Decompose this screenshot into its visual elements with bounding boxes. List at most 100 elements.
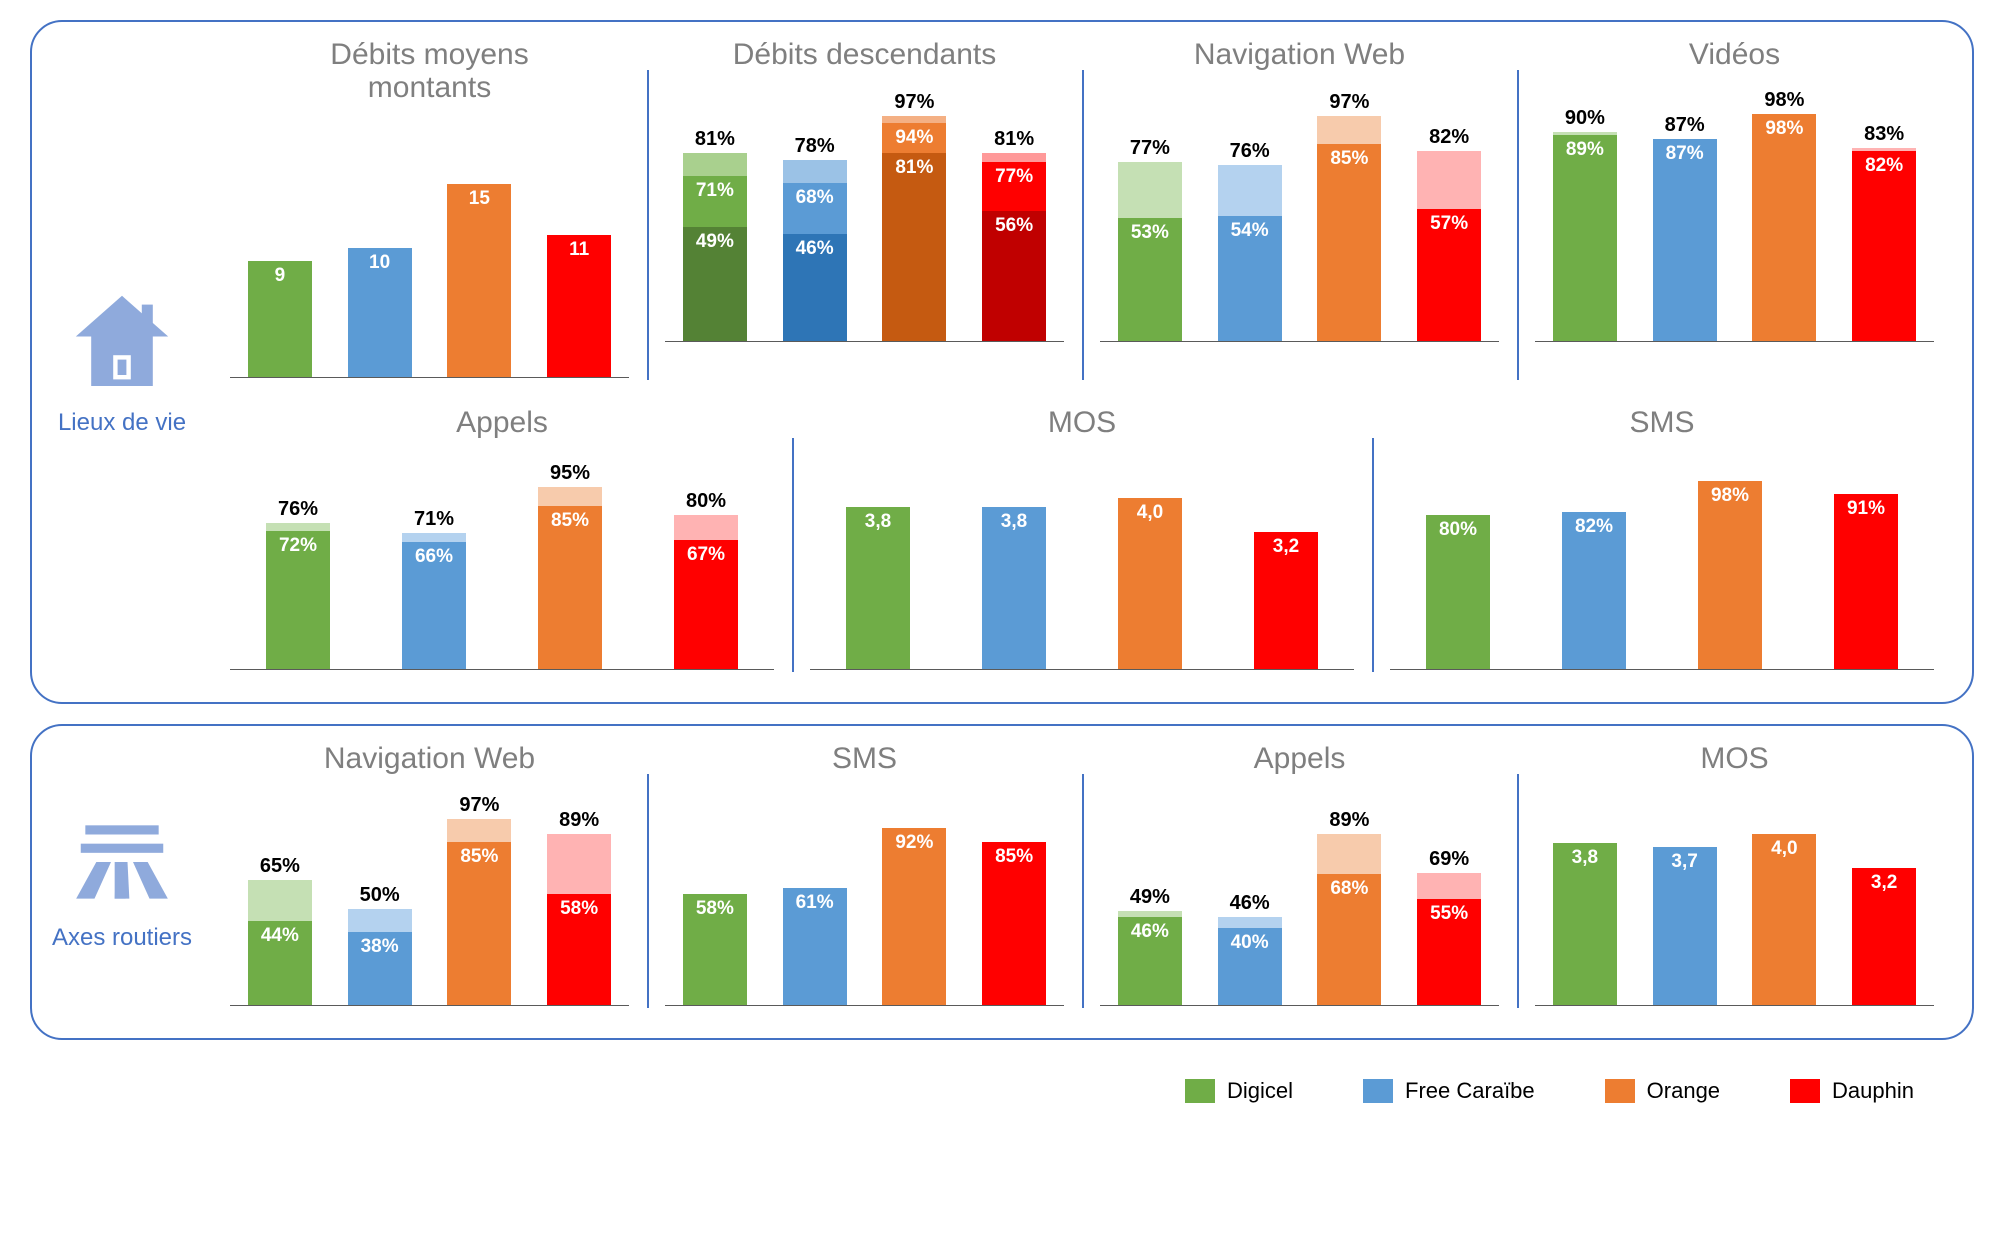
- panel-icon-area: Axes routiers: [32, 736, 212, 1028]
- bar-label: 46%: [1118, 921, 1182, 943]
- chart-bars: 90% 89% 87% 87% 98%: [1535, 82, 1934, 342]
- bar-top-label: 83%: [1864, 123, 1904, 146]
- chart-cell: Navigation Web 77% 53% 76% 54%: [1082, 32, 1517, 400]
- chart-bars: 3,8 3,7 4,0 3,2: [1535, 786, 1934, 1006]
- bar-orange: 95% 85%: [502, 450, 638, 669]
- bar-label: 53%: [1118, 222, 1182, 244]
- bar-top-label: 90%: [1565, 107, 1605, 130]
- bar-top-label: 97%: [459, 794, 499, 817]
- bar-label: 85%: [538, 510, 602, 532]
- bar-dauphin: 80% 67%: [638, 450, 774, 669]
- bar-label: 15: [447, 188, 511, 210]
- bar-digicel: 80%: [1390, 450, 1526, 669]
- bar-top-label: 49%: [1130, 886, 1170, 909]
- bar-top-label: 69%: [1429, 848, 1469, 871]
- bar-orange: 97% 85%: [430, 786, 530, 1005]
- bar-label: 81%: [882, 157, 946, 179]
- legend-swatch: [1605, 1079, 1635, 1103]
- bar-digicel: 58%: [665, 786, 765, 1005]
- bar-top-label: 80%: [686, 490, 726, 513]
- chart-title: Débits descendants: [665, 38, 1064, 72]
- legend-label: Free Caraïbe: [1405, 1078, 1535, 1104]
- bar-label: 55%: [1417, 903, 1481, 925]
- bar-top-label: 82%: [1429, 126, 1469, 149]
- bar-label: 77%: [982, 166, 1046, 188]
- bar-free: 46% 40%: [1200, 786, 1300, 1005]
- bar-digicel: 81% 71% 49%: [665, 82, 765, 341]
- chart-cell: Débits descendants 81% 71% 49% 78%: [647, 32, 1082, 400]
- bar-dauphin: 3,2: [1218, 450, 1354, 669]
- bar-free: 78% 68% 46%: [765, 82, 865, 341]
- panel-caption: Lieux de vie: [58, 409, 186, 438]
- chart-cell: SMS 58% 61% 92% 85%: [647, 736, 1082, 1028]
- bar-orange: 15: [430, 118, 530, 377]
- bar-top-label: 89%: [559, 809, 599, 832]
- chart-cell: MOS 3,8 3,8 4,0 3,2: [792, 400, 1372, 692]
- bar-label: 3,2: [1852, 872, 1916, 894]
- bar-label: 49%: [683, 231, 747, 253]
- bar-label: 56%: [982, 215, 1046, 237]
- bar-free: 87% 87%: [1635, 82, 1735, 341]
- bar-dauphin: 11: [529, 118, 629, 377]
- legend-label: Orange: [1647, 1078, 1720, 1104]
- bar-free: 10: [330, 118, 430, 377]
- bar-digicel: 76% 72%: [230, 450, 366, 669]
- bar-label: 92%: [882, 832, 946, 854]
- bar-top-label: 81%: [695, 128, 735, 151]
- chart-title: SMS: [1390, 406, 1934, 440]
- bar-label: 54%: [1218, 220, 1282, 242]
- bar-label: 85%: [447, 846, 511, 868]
- panel-icon-area: Lieux de vie: [32, 32, 212, 692]
- chart-cell: SMS 80% 82% 98% 91%: [1372, 400, 1952, 692]
- bar-label: 40%: [1218, 932, 1282, 954]
- legend-item-dauphin: Dauphin: [1790, 1078, 1914, 1104]
- bar-digicel: 65% 44%: [230, 786, 330, 1005]
- chart-bars: 65% 44% 50% 38% 97%: [230, 786, 629, 1006]
- bar-label: 4,0: [1118, 502, 1182, 524]
- bar-label: 72%: [266, 535, 330, 557]
- chart-row: Appels 76% 72% 71% 66% 95%: [212, 400, 1952, 692]
- chart-cell: Navigation Web 65% 44% 50% 38%: [212, 736, 647, 1028]
- bar-dauphin: 3,2: [1834, 786, 1934, 1005]
- bar-label: 98%: [1698, 485, 1762, 507]
- chart-bars: 80% 82% 98% 91%: [1390, 450, 1934, 670]
- legend-label: Dauphin: [1832, 1078, 1914, 1104]
- bar-dauphin: 89% 58%: [529, 786, 629, 1005]
- bar-top-label: 65%: [260, 855, 300, 878]
- panel-axes: Axes routiers Navigation Web 65% 44% 50%…: [30, 724, 1974, 1040]
- chart-bars: 76% 72% 71% 66% 95%: [230, 450, 774, 670]
- bar-digicel: 49% 46%: [1100, 786, 1200, 1005]
- highway-icon: [67, 812, 177, 912]
- chart-title: Appels: [230, 406, 774, 440]
- bar-free: 71% 66%: [366, 450, 502, 669]
- bar-label: 46%: [783, 238, 847, 260]
- legend-swatch: [1185, 1079, 1215, 1103]
- bar-label: 11: [547, 239, 611, 261]
- bar-top-label: 97%: [894, 91, 934, 114]
- bar-label: 85%: [1317, 148, 1381, 170]
- bar-orange: 89% 68%: [1300, 786, 1400, 1005]
- bar-dauphin: 91%: [1798, 450, 1934, 669]
- bar-label: 94%: [882, 127, 946, 149]
- bar-label: 68%: [1317, 878, 1381, 900]
- house-icon: [67, 287, 177, 397]
- bar-top-label: 76%: [278, 498, 318, 521]
- chart-title: Vidéos: [1535, 38, 1934, 72]
- bar-label: 67%: [674, 544, 738, 566]
- chart-title: Débits moyensmontants: [230, 38, 629, 108]
- bar-digicel: 9: [230, 118, 330, 377]
- bar-label: 3,8: [846, 511, 910, 533]
- chart-cell: MOS 3,8 3,7 4,0 3,2: [1517, 736, 1952, 1028]
- bar-free: 50% 38%: [330, 786, 430, 1005]
- bar-dauphin: 82% 57%: [1399, 82, 1499, 341]
- bar-digicel: 77% 53%: [1100, 82, 1200, 341]
- bar-digicel: 90% 89%: [1535, 82, 1635, 341]
- chart-title: MOS: [1535, 742, 1934, 776]
- bar-label: 9: [248, 265, 312, 287]
- bar-label: 57%: [1417, 213, 1481, 235]
- legend-item-free: Free Caraïbe: [1363, 1078, 1535, 1104]
- bar-label: 58%: [547, 898, 611, 920]
- chart-cell: Débits moyensmontants 9 10 15 11: [212, 32, 647, 400]
- bar-label: 98%: [1752, 118, 1816, 140]
- bar-label: 89%: [1553, 139, 1617, 161]
